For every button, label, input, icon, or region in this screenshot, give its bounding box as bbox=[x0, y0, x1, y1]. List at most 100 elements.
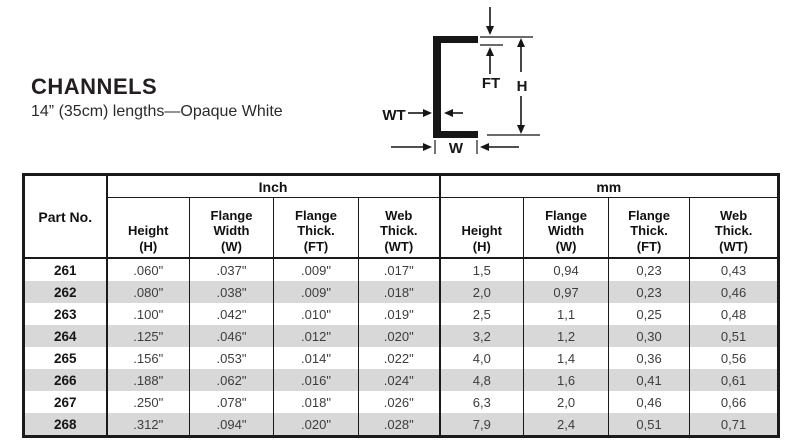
page-title: CHANNELS bbox=[31, 74, 158, 99]
value-cell: .312" bbox=[105, 413, 190, 437]
diagram-label-h: H bbox=[517, 78, 528, 95]
value-cell: 2,0 bbox=[438, 281, 524, 303]
value-cell: 0,23 bbox=[608, 281, 690, 303]
channel-spec-table: Part No. Inch mm Height (H) Flange Width… bbox=[22, 173, 781, 438]
channel-cross-section-diagram: WT FT H W bbox=[382, 7, 540, 157]
value-cell: 4,0 bbox=[438, 347, 524, 369]
part-no-cell: 263 bbox=[53, 306, 77, 322]
value-cell: .019" bbox=[357, 303, 440, 325]
value-cell: 0,25 bbox=[608, 303, 690, 325]
value-cell: 0,36 bbox=[608, 347, 690, 369]
value-cell: .053" bbox=[189, 347, 274, 369]
value-cell: .188" bbox=[105, 369, 190, 391]
value-cell: .094" bbox=[189, 413, 274, 437]
channel-shape bbox=[433, 36, 478, 138]
ft-down-arrowhead bbox=[486, 26, 494, 35]
value-cell: .018" bbox=[273, 391, 359, 413]
value-cell: 0,94 bbox=[523, 258, 609, 281]
value-cell: 1,4 bbox=[523, 347, 609, 369]
value-cell: 0,66 bbox=[689, 391, 779, 413]
value-cell: 0,30 bbox=[608, 325, 690, 347]
value-cell: 0,61 bbox=[689, 369, 779, 391]
inch-height-header: Height (H) bbox=[105, 197, 190, 259]
table-row: 264 .125" .046" .012" .020" 3,2 1,2 0,30… bbox=[23, 325, 779, 347]
value-cell: 4,8 bbox=[438, 369, 524, 391]
value-cell: 0,97 bbox=[523, 281, 609, 303]
table-row: 263 .100" .042" .010" .019" 2,5 1,1 0,25… bbox=[24, 303, 779, 325]
value-cell: .014" bbox=[273, 347, 359, 369]
wt-left-arrowhead bbox=[444, 109, 453, 117]
table-row: 267 .250" .078" .018" .026" 6,3 2,0 0,46… bbox=[24, 391, 779, 413]
part-no-cell: 265 bbox=[53, 350, 77, 366]
column-header-row: Height (H) Flange Width (W) Flange Thick… bbox=[24, 197, 780, 259]
diagram-label-wt: WT bbox=[382, 107, 405, 124]
inch-flange-width-header: Flange Width (W) bbox=[189, 197, 274, 259]
value-cell: 1,6 bbox=[523, 369, 609, 391]
value-cell: .018" bbox=[357, 281, 440, 303]
value-cell: 0,56 bbox=[689, 347, 779, 369]
value-cell: .156" bbox=[105, 347, 190, 369]
value-cell: .016" bbox=[273, 369, 359, 391]
value-cell: .020" bbox=[357, 325, 440, 347]
part-no-cell: 268 bbox=[53, 416, 77, 432]
value-cell: .037" bbox=[189, 258, 274, 281]
value-cell: 0,23 bbox=[608, 258, 690, 281]
value-cell: 0,51 bbox=[689, 325, 779, 347]
value-cell: .020" bbox=[273, 413, 359, 437]
value-cell: .026" bbox=[357, 391, 440, 413]
value-cell: 2,0 bbox=[523, 391, 609, 413]
value-cell: 0,43 bbox=[689, 258, 779, 281]
diagram-label-ft: FT bbox=[482, 75, 500, 92]
value-cell: 7,9 bbox=[438, 413, 524, 437]
value-cell: .010" bbox=[273, 303, 359, 325]
value-cell: 1,1 bbox=[523, 303, 609, 325]
inch-web-thick-header: Web Thick. (WT) bbox=[357, 197, 441, 259]
ft-up-arrowhead bbox=[486, 47, 494, 56]
value-cell: 0,51 bbox=[608, 413, 690, 437]
inch-group-header: Inch bbox=[105, 174, 441, 198]
part-no-cell: 267 bbox=[53, 394, 77, 410]
mm-web-thick-header: Web Thick. (WT) bbox=[689, 197, 780, 259]
value-cell: 6,3 bbox=[438, 391, 524, 413]
value-cell: 3,2 bbox=[438, 325, 524, 347]
value-cell: 0,46 bbox=[608, 391, 690, 413]
part-no-cell: 266 bbox=[53, 372, 77, 388]
mm-flange-width-header: Flange Width (W) bbox=[523, 197, 610, 259]
page-subtitle: 14” (35cm) lengths—Opaque White bbox=[31, 103, 283, 120]
value-cell: .060" bbox=[105, 258, 190, 281]
part-no-cell: 264 bbox=[53, 328, 77, 344]
part-no-header: Part No. bbox=[23, 174, 107, 259]
table-row: 261 .060" .037" .009" .017" 1,5 0,94 0,2… bbox=[24, 258, 779, 281]
value-cell: .022" bbox=[357, 347, 440, 369]
value-cell: 0,71 bbox=[689, 413, 779, 437]
value-cell: 1,5 bbox=[438, 258, 524, 281]
value-cell: .009" bbox=[273, 281, 359, 303]
value-cell: .078" bbox=[189, 391, 274, 413]
h-up-arrowhead bbox=[517, 38, 525, 47]
value-cell: .062" bbox=[189, 369, 274, 391]
diagram-label-w: W bbox=[449, 140, 464, 157]
part-no-cell: 261 bbox=[53, 262, 77, 278]
value-cell: .250" bbox=[105, 391, 190, 413]
value-cell: 0,48 bbox=[689, 303, 779, 325]
value-cell: 2,4 bbox=[523, 413, 609, 437]
table-row: 266 .188" .062" .016" .024" 4,8 1,6 0,41… bbox=[23, 369, 779, 391]
title-block: CHANNELS 14” (35cm) lengths—Opaque White bbox=[31, 74, 283, 121]
mm-flange-thick-header: Flange Thick. (FT) bbox=[608, 197, 691, 259]
wt-right-arrowhead bbox=[423, 109, 432, 117]
mm-height-header: Height (H) bbox=[438, 197, 525, 259]
value-cell: .028" bbox=[357, 413, 440, 437]
value-cell: .042" bbox=[189, 303, 274, 325]
value-cell: .009" bbox=[273, 258, 359, 281]
value-cell: .046" bbox=[189, 325, 274, 347]
value-cell: .024" bbox=[357, 369, 440, 391]
value-cell: 0,41 bbox=[608, 369, 690, 391]
value-cell: .080" bbox=[105, 281, 190, 303]
unit-group-header-row: Part No. Inch mm bbox=[23, 174, 780, 259]
table-row: 268 .312" .094" .020" .028" 7,9 2,4 0,51… bbox=[23, 413, 779, 437]
value-cell: .125" bbox=[105, 325, 190, 347]
value-cell: .038" bbox=[189, 281, 274, 303]
inch-flange-thick-header: Flange Thick. (FT) bbox=[273, 197, 359, 259]
value-cell: .012" bbox=[273, 325, 359, 347]
